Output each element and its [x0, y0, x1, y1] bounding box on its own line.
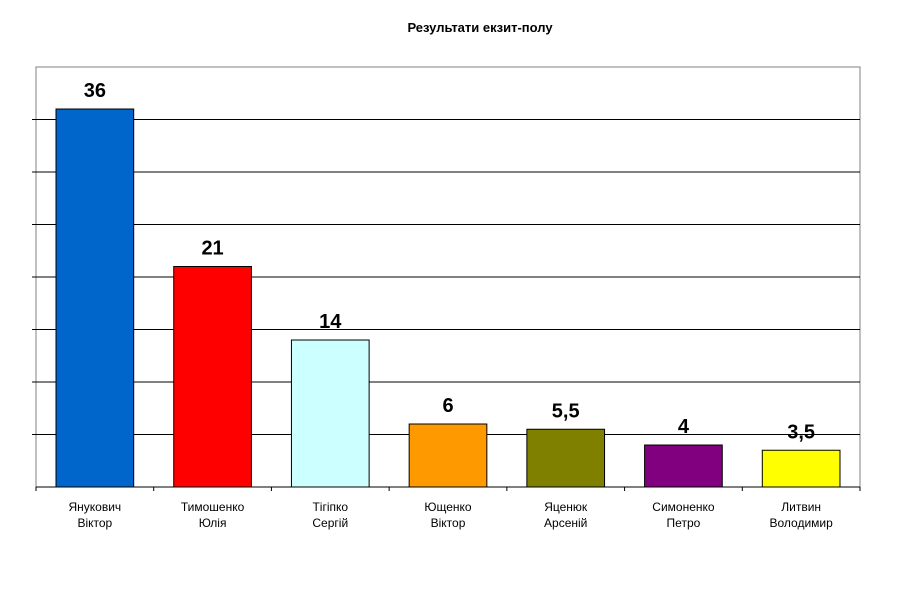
bar [55, 108, 135, 488]
data-label: 4 [678, 416, 690, 438]
x-tick-label: Янукович [69, 500, 122, 514]
x-tick-label: Сергій [312, 516, 348, 530]
x-tick-label: Віктор [77, 516, 112, 530]
bar [644, 444, 723, 488]
x-tick-label: Ющенко [424, 500, 472, 514]
x-tick-label: Тігіпко [312, 500, 348, 514]
data-label: 14 [319, 311, 342, 333]
data-label: 36 [84, 80, 106, 102]
bar [173, 266, 252, 488]
bar [526, 428, 606, 488]
plot-area: 36 Янукович Віктор 21 Тимошенко Юлія 14 Тігіпко… [32, 66, 861, 530]
x-tick-label: Володимир [769, 516, 833, 530]
x-tick-label: Симоненко [652, 500, 715, 514]
x-tick-label: Литвин [781, 500, 821, 514]
x-tick-label: Юлія [199, 516, 227, 530]
data-label: 3,5 [787, 421, 815, 443]
x-tick-label: Петро [667, 516, 701, 530]
x-tick-label: Яценюк [544, 500, 588, 514]
chart-title: Результати екзит-полу [407, 20, 553, 35]
x-tick-label: Тимошенко [181, 500, 245, 514]
data-label: 6 [442, 395, 453, 417]
data-label: 21 [201, 238, 223, 260]
x-tick-label: Віктор [431, 516, 466, 530]
x-tick-label: Арсеній [544, 516, 587, 530]
data-label: 5,5 [552, 400, 580, 422]
bar [408, 423, 488, 488]
bar [761, 449, 841, 488]
bar [290, 339, 370, 488]
